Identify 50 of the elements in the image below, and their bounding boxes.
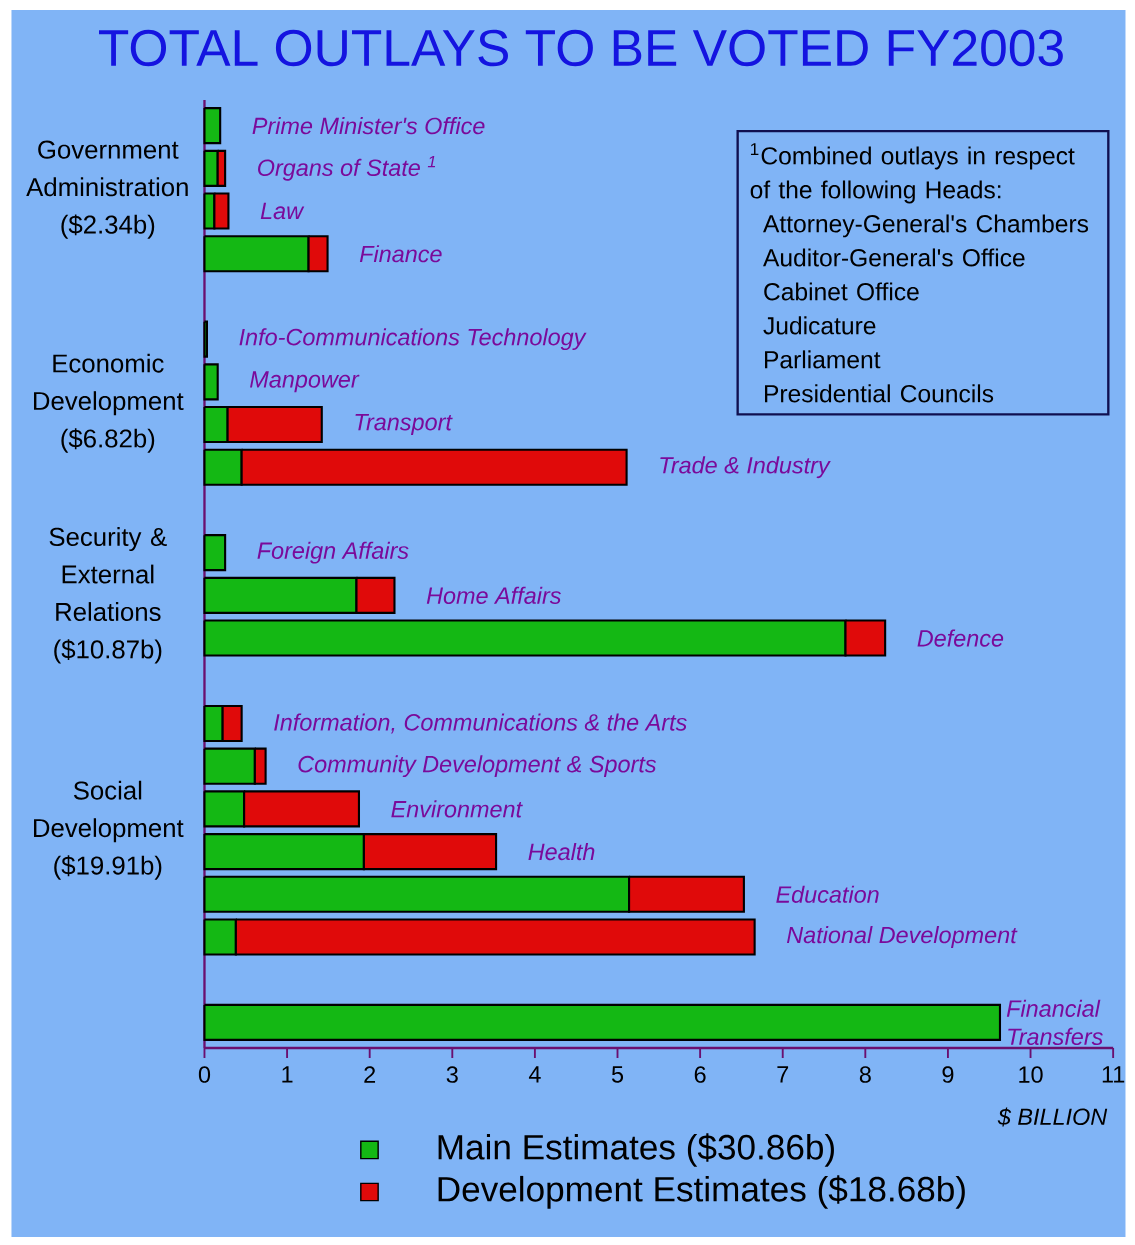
- text: Security & External Relations ($10.87b): [49, 527, 167, 664]
- annotation: Cabinet Office: [764, 282, 919, 301]
- annotation: Auditor-General's Office: [762, 248, 1025, 267]
- y-tick-label: Education: [776, 885, 879, 903]
- x-tick-label: 2: [364, 1066, 375, 1083]
- bar: [203, 363, 219, 401]
- x-tick-label: 10: [1019, 1066, 1043, 1083]
- x-tick-label: 9: [942, 1066, 954, 1083]
- y-tick-label: Info-Communications Technology: [239, 328, 587, 351]
- y-tick-label: Manpower: [249, 371, 360, 393]
- x-tick-label: 4: [528, 1066, 541, 1083]
- y-tick-label: Transport: [355, 414, 453, 436]
- text: Economic Development ($6.82b): [33, 353, 184, 453]
- x-tick-label: 0: [198, 1066, 210, 1083]
- y-tick-label: Finance: [359, 245, 442, 263]
- y-tick-label: Prime Minister's Office: [252, 117, 485, 135]
- y-tick-label: Defence: [917, 629, 1003, 647]
- x-tick-label: 6: [694, 1066, 706, 1083]
- y-tick-label: National Development: [786, 926, 1018, 948]
- y-tick-label: Home Affairs: [426, 586, 561, 604]
- y-tick-label: Community Development & Sports: [298, 755, 656, 778]
- text: Social Development ($19.91b): [33, 780, 184, 880]
- bar: [203, 1003, 1001, 1041]
- chart-title: TOTAL OUTLAYS TO BE VOTED FY2003: [98, 29, 1063, 67]
- annotation: Judicature: [763, 316, 876, 335]
- bar: [203, 534, 226, 572]
- x-tick-label: 1: [282, 1066, 293, 1083]
- y-tick-label: Foreign Affairs: [257, 541, 409, 564]
- y-tick-label: Health: [528, 842, 595, 861]
- legend-label: Main Estimates ($30.86b): [438, 1133, 834, 1167]
- y-tick-label: Environment: [391, 800, 523, 818]
- y-tick-label: Financial Transfers: [1006, 999, 1103, 1046]
- y-tick-label: Information, Communications & the Arts: [273, 713, 687, 734]
- x-tick-label: 11: [1102, 1066, 1124, 1083]
- annotation: $^{1}$Combined outlays in respect of the following Heads:: [750, 143, 1075, 204]
- annotation: Presidential Councils: [764, 384, 993, 403]
- text: Government Administration ($2.34b): [25, 140, 188, 239]
- y-tick-label: Trade & Industry: [660, 456, 831, 479]
- x-axis-title: $ BILLION: [997, 1107, 1107, 1127]
- bar: [203, 107, 221, 145]
- y-tick-label: Law: [260, 202, 305, 220]
- annotation: Attorney-General's Chambers: [762, 214, 1088, 238]
- annotation: Parliament: [764, 350, 881, 369]
- x-tick-label: 7: [777, 1066, 788, 1083]
- legend-label: Development Estimates ($18.68b): [438, 1175, 965, 1209]
- y-tick-label: Organs of State $^{1}$: [257, 156, 435, 181]
- x-tick-label: 8: [859, 1066, 871, 1083]
- x-tick-label: 5: [611, 1066, 623, 1083]
- bar: [203, 320, 208, 358]
- x-tick-label: 3: [446, 1066, 458, 1083]
